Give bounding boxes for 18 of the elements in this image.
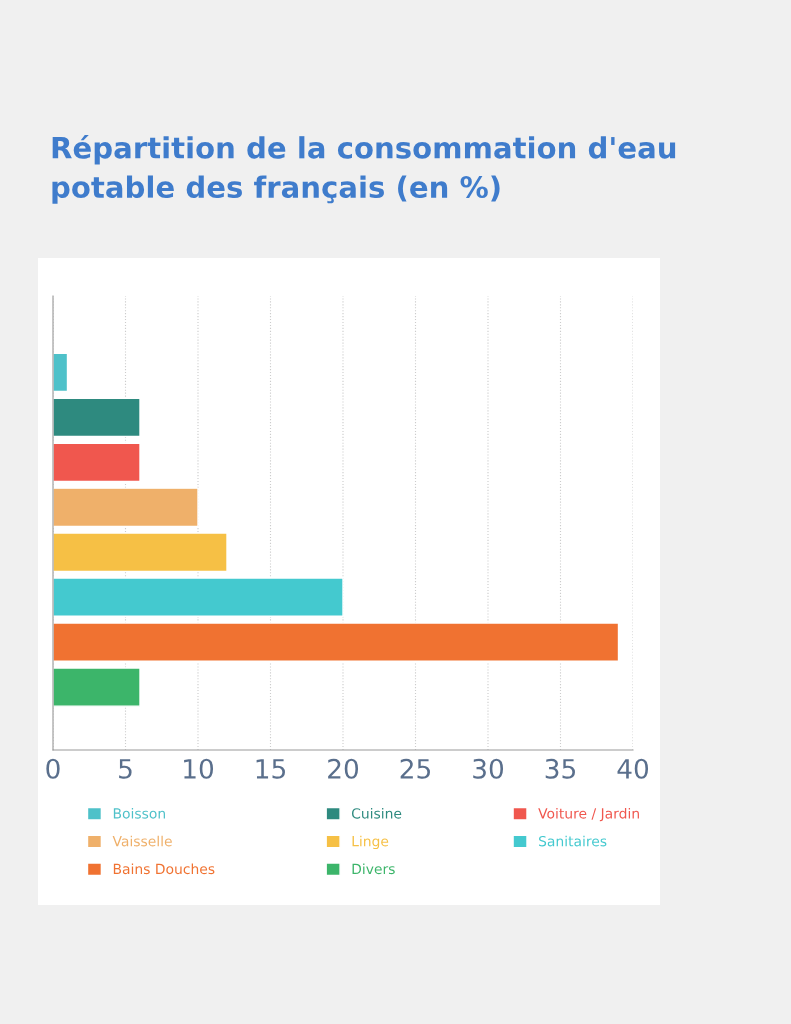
x-tick-label: 0 [46, 758, 60, 779]
legend-label: Bains Douches [113, 863, 215, 875]
x-tick-label: 25 [400, 758, 430, 779]
x-tick-label: 20 [328, 758, 359, 779]
x-tick-label: 10 [184, 758, 214, 779]
x-tick-label: 30 [473, 758, 504, 779]
legend-label: Vaisselle [112, 835, 172, 847]
x-tick-label: 5 [119, 759, 132, 779]
x-tick-label: 40 [617, 758, 649, 779]
chart-title: Répartition de la consommation d'eau potable des français (en %) [52, 135, 676, 204]
legend-label: Divers [352, 863, 395, 875]
legend-label: Sanitaires [539, 835, 607, 847]
legend-label: Voiture / Jardin [538, 807, 639, 822]
legend-label: Linge [352, 835, 389, 850]
legend-label: Cuisine [351, 807, 402, 819]
x-tick-label: 35 [545, 758, 575, 779]
legend-label: Boisson [113, 807, 165, 819]
x-tick-label: 15 [256, 759, 285, 779]
